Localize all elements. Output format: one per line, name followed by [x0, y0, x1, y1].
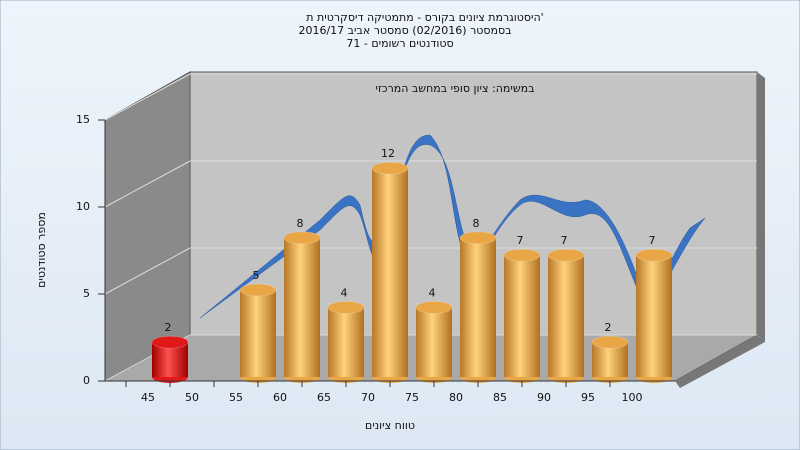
value-label: 8 — [297, 217, 304, 230]
wall-edge — [757, 72, 765, 342]
side-wall — [104, 71, 191, 382]
x-tick-label: 100 — [622, 391, 643, 404]
bar-top — [547, 248, 585, 262]
bar — [284, 237, 320, 377]
bar-top — [371, 161, 409, 175]
bar-top — [459, 231, 497, 245]
bar — [548, 255, 584, 377]
x-tick-label: 95 — [581, 391, 595, 404]
bar-top — [283, 231, 321, 245]
x-axis-label: טווח ציונים — [365, 419, 415, 432]
value-label: 4 — [341, 286, 348, 299]
bar — [504, 255, 540, 377]
title-line: סטודנטים רשומים - 71 — [346, 37, 453, 50]
x-tick-label: 60 — [273, 391, 287, 404]
x-tick-label: 70 — [361, 391, 375, 404]
bar-top — [239, 283, 277, 297]
bar — [240, 290, 276, 377]
x-tick-label: 45 — [141, 391, 155, 404]
bar-top — [503, 248, 541, 262]
bar-top — [635, 248, 673, 262]
value-label: 12 — [381, 147, 395, 160]
value-label: 8 — [473, 217, 480, 230]
bar-top — [327, 300, 365, 314]
subtitle: במשימה: ציון סופי במחשב המרכזי — [375, 82, 534, 95]
value-label: 2 — [605, 321, 612, 334]
x-tick-label: 50 — [185, 391, 199, 404]
bars: 2 5 8 4 12 4 8 7 7 2 7 — [151, 147, 673, 383]
bar — [460, 237, 496, 377]
x-tick-label: 85 — [493, 391, 507, 404]
bar-top — [151, 335, 189, 349]
x-tick-label: 80 — [449, 391, 463, 404]
value-label: 2 — [165, 321, 172, 334]
curve-ribbon — [199, 134, 706, 319]
grid-line — [104, 247, 191, 295]
x-tick-label: 75 — [405, 391, 419, 404]
x-tick-label: 55 — [229, 391, 243, 404]
x-tick-label: 90 — [537, 391, 551, 404]
bar-top — [415, 300, 453, 314]
bar — [636, 255, 672, 377]
value-label: 5 — [253, 269, 260, 282]
grid-line — [104, 73, 191, 121]
bar — [416, 307, 452, 377]
title-line: היסטוגרמת ציונים בקורס - מתמטיקה דיסקרטי… — [306, 11, 543, 24]
value-label: 7 — [517, 234, 524, 247]
bar — [328, 307, 364, 377]
y-tick-label: 0 — [83, 374, 90, 387]
bar — [372, 168, 408, 377]
value-label: 7 — [561, 234, 568, 247]
y-tick-label: 15 — [76, 113, 90, 126]
y-axis-label: מספר סטודנטים — [35, 212, 48, 288]
value-label: 7 — [649, 234, 656, 247]
x-tick-label: 65 — [317, 391, 331, 404]
grid-line — [104, 160, 191, 208]
value-label: 4 — [429, 286, 436, 299]
bar-top — [591, 335, 629, 349]
floor-edge — [675, 335, 765, 388]
y-tick-label: 10 — [76, 200, 90, 213]
title-line: בסמסטר (02/2016) סמסטר אביב 2016/17 — [298, 24, 511, 37]
y-tick-label: 5 — [83, 287, 90, 300]
